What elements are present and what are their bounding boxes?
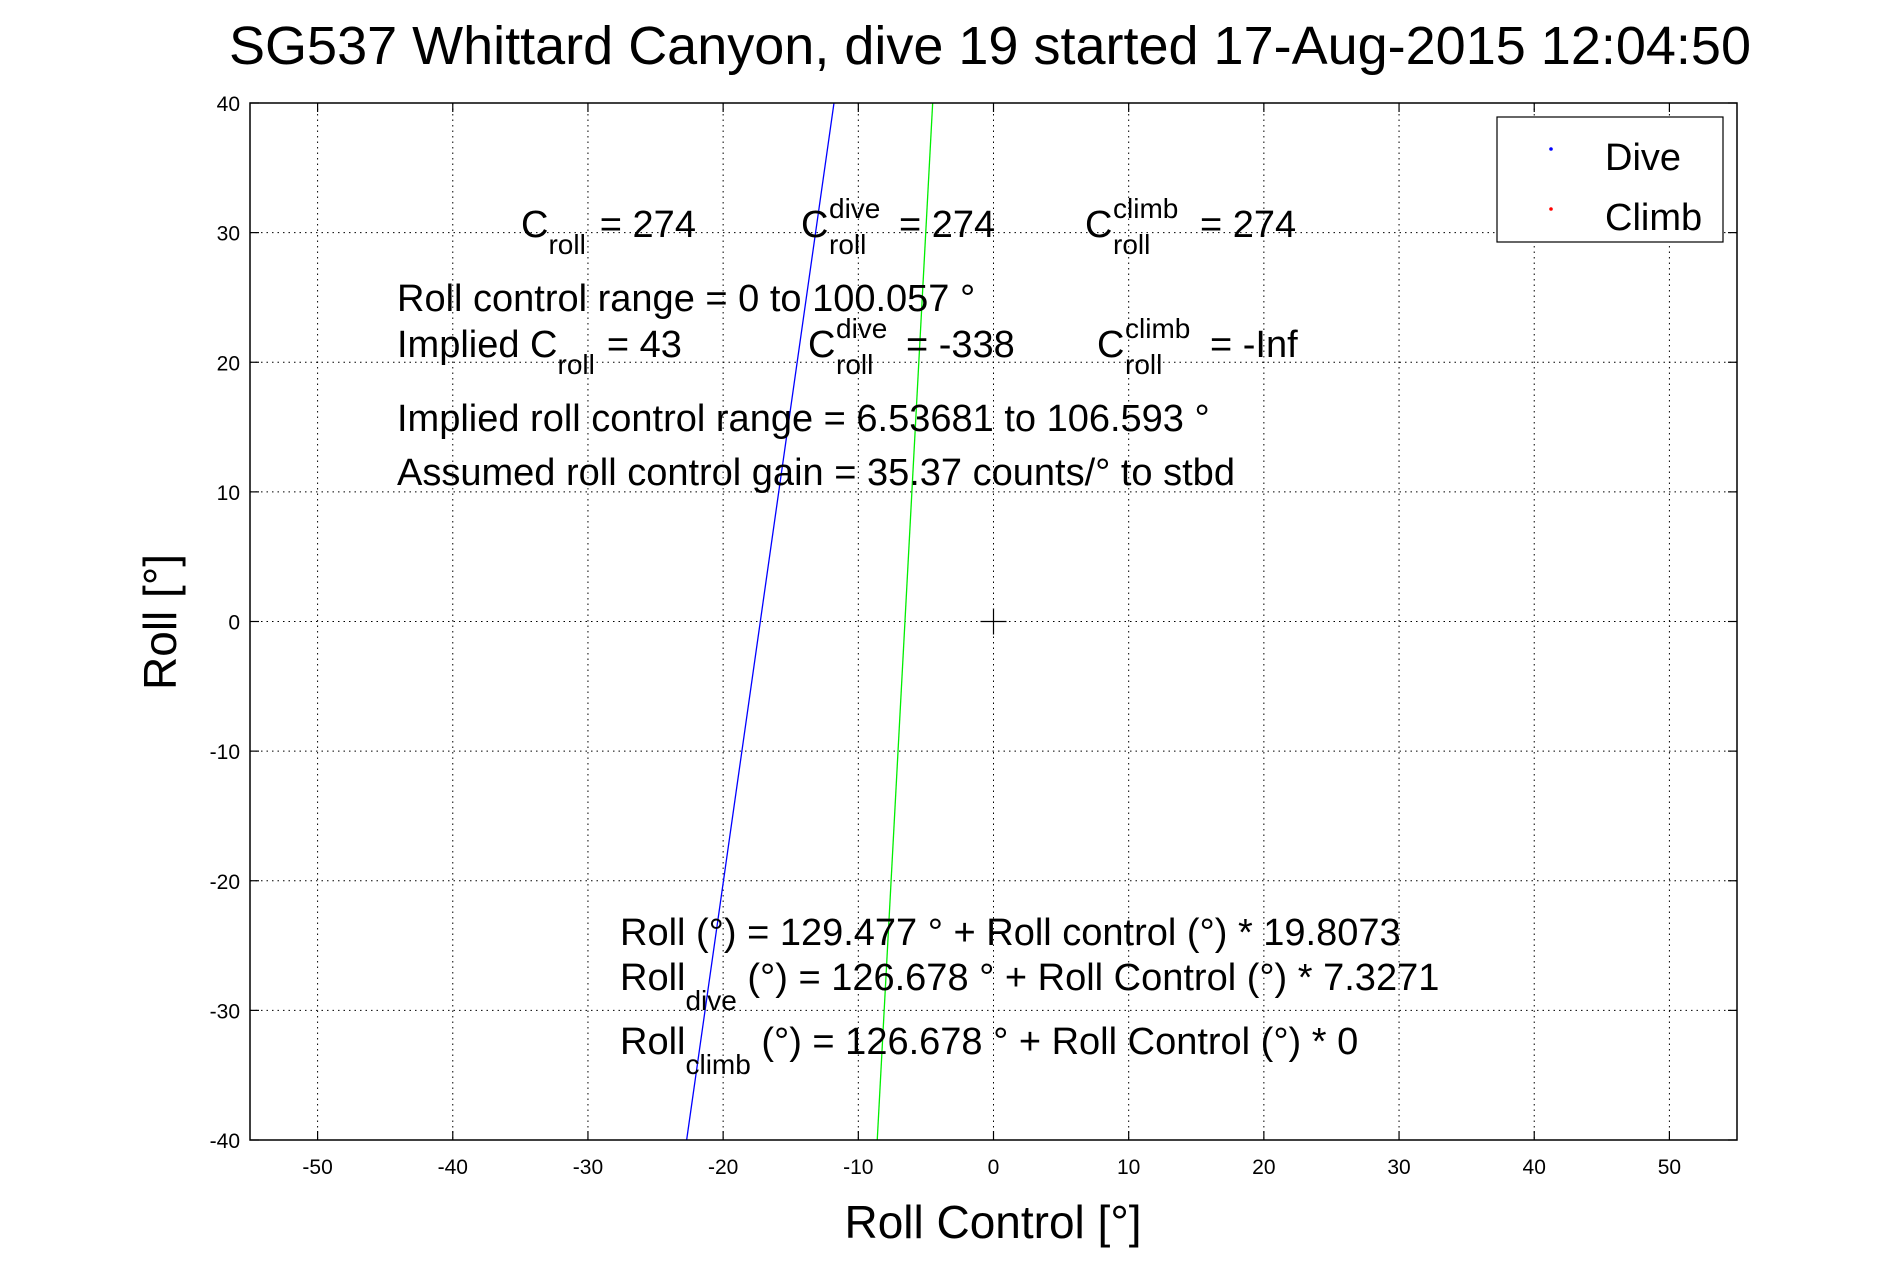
ann-implied-roll-control-range: Implied roll control range = 6.53681 to … (397, 398, 1210, 440)
ann-roll-climb-sub: climb (685, 1049, 750, 1080)
ann-c-roll-climb-value: = 274 (1200, 204, 1296, 246)
legend: Dive Climb (1496, 116, 1724, 243)
y-axis-ticks: -40 -30 -20 -10 0 10 20 30 40 (210, 93, 1737, 1153)
ann-c-roll-climb: C (1085, 204, 1112, 246)
y-tick-label: -40 (210, 1130, 240, 1153)
x-tick-label: 10 (1117, 1156, 1140, 1179)
ann-roll-climb-rest: (°) = 126.678 ° + Roll Control (°) * 0 (751, 1021, 1358, 1063)
data-series (685, 102, 934, 1141)
ann-c-roll-dive-label: C (801, 204, 828, 246)
ann-implied-c-roll-label: Implied C (397, 324, 558, 366)
ann-c-roll-climb-label: C (1085, 204, 1112, 246)
x-tick-label: 20 (1252, 1156, 1275, 1179)
ann-implied-c-roll-climb: C (1097, 324, 1124, 366)
ann-implied-c-roll-sub: roll (558, 349, 595, 380)
ann-implied-c-roll-climb-value: = -Inf (1210, 324, 1298, 366)
legend-climb-label: Climb (1605, 197, 1702, 239)
ann-c-roll-value: = 274 (600, 204, 696, 246)
ann-c-roll-sub: roll (548, 229, 585, 260)
ann-implied-c-roll-dive: C (808, 324, 835, 366)
ann-implied-c-roll-climb-sub: roll (1125, 349, 1162, 380)
x-tick-label: -50 (302, 1156, 332, 1179)
ann-assumed-gain: Assumed roll control gain = 35.37 counts… (397, 452, 1235, 494)
x-tick-label: 0 (988, 1156, 1000, 1179)
x-tick-label: -10 (843, 1156, 873, 1179)
ann-roll-climb-eq: Rollclimb (°) = 126.678 ° + Roll Control… (620, 1021, 1358, 1080)
x-tick-label: -40 (438, 1156, 468, 1179)
x-tick-label: 50 (1658, 1156, 1681, 1179)
series-line-1 (876, 102, 934, 1141)
ann-roll-climb-label: Roll (620, 1021, 685, 1063)
x-tick-label: 40 (1523, 1156, 1546, 1179)
y-tick-label: -20 (210, 871, 240, 894)
legend-dive-label: Dive (1605, 137, 1681, 179)
ann-c-roll-climb-sub: roll (1113, 229, 1150, 260)
y-axis-label: Roll [°] (134, 554, 186, 690)
ann-implied-c-roll-dive-sup: dive (836, 313, 887, 344)
ann-c-roll-dive-sub: roll (829, 229, 866, 260)
ann-roll-dive-label: Roll (620, 957, 685, 999)
ann-roll-eq: Roll (°) = 129.477 ° + Roll control (°) … (620, 912, 1401, 954)
x-axis-label: Roll Control [°] (844, 1196, 1141, 1248)
ann-c-roll-label: C (521, 204, 548, 246)
x-tick-label: -30 (573, 1156, 603, 1179)
y-tick-label: -30 (210, 1000, 240, 1023)
legend-box (1496, 116, 1724, 243)
y-tick-label: 40 (217, 93, 240, 116)
plot-frame (249, 102, 1738, 1141)
x-tick-label: 30 (1387, 1156, 1410, 1179)
ann-implied-c-roll-dive-value: = -338 (906, 324, 1015, 366)
annotation-implied-row: Implied Croll = 43 C dive roll = -338 C c… (397, 313, 1298, 380)
ann-roll-control-range: Roll control range = 0 to 100.057 ° (397, 278, 975, 320)
ann-c-roll: Croll = 274 (521, 204, 696, 260)
legend-climb-marker (1549, 207, 1553, 211)
y-tick-label: 10 (217, 482, 240, 505)
y-tick-label: 20 (217, 352, 240, 375)
y-tick-label: 30 (217, 223, 240, 246)
ann-implied-c-roll-climb-sup: climb (1125, 313, 1190, 344)
ann-roll-dive-sub: dive (685, 985, 736, 1016)
annotation-c-roll-row: Croll = 274 C dive roll = 274 C climb rol… (521, 193, 1296, 260)
x-tick-label: -20 (708, 1156, 738, 1179)
chart-title: SG537 Whittard Canyon, dive 19 started 1… (229, 16, 1751, 76)
ann-c-roll-dive-value: = 274 (899, 204, 995, 246)
origin-crosshair (980, 608, 1007, 635)
ann-c-roll-dive: C (801, 204, 828, 246)
ann-implied-c-roll: Implied Croll = 43 (397, 324, 682, 380)
ann-c-roll-climb-sup: climb (1113, 193, 1178, 224)
legend-dive-marker (1549, 147, 1553, 151)
x-axis-ticks: -50 -40 -30 -20 -10 0 10 20 30 40 50 (302, 103, 1681, 1179)
y-tick-label: -10 (210, 741, 240, 764)
series-line-0 (685, 102, 835, 1141)
ann-c-roll-dive-sup: dive (829, 193, 880, 224)
ann-roll-dive-rest: (°) = 126.678 ° + Roll Control (°) * 7.3… (737, 957, 1440, 999)
ann-implied-c-roll-dive-sub: roll (836, 349, 873, 380)
ann-implied-c-roll-value: = 43 (607, 324, 682, 366)
y-tick-label: 0 (228, 612, 240, 635)
ann-roll-dive-eq: Rolldive (°) = 126.678 ° + Roll Control … (620, 957, 1439, 1016)
